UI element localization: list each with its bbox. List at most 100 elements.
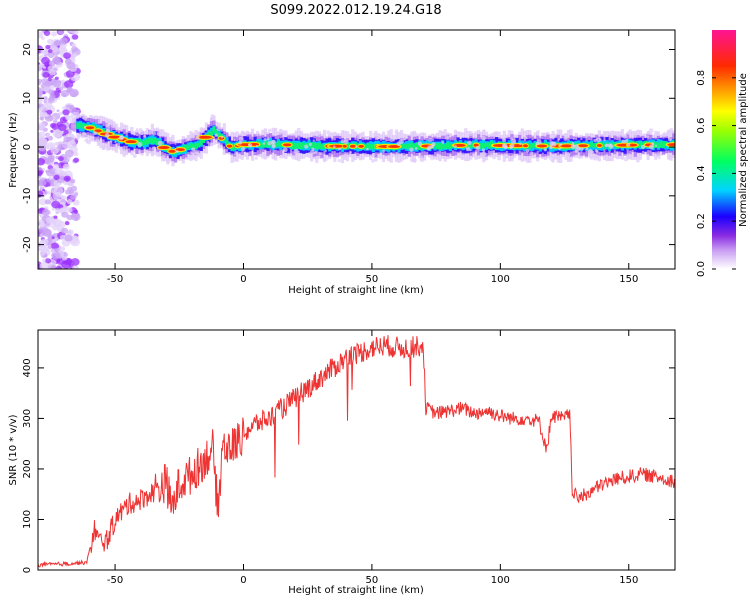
noise-blob — [47, 136, 54, 141]
noise-blob — [38, 131, 46, 139]
halo-dot — [648, 128, 654, 133]
spectrogram-cell — [199, 140, 203, 146]
halo-dot — [414, 147, 418, 150]
noise-blob — [63, 136, 70, 143]
noise-blob — [64, 149, 75, 158]
halo-dot — [428, 137, 433, 143]
noise-blob — [70, 194, 77, 200]
halo-dot — [95, 138, 100, 143]
snr-y-tick-label: 400 — [22, 358, 33, 377]
halo-dot — [667, 137, 672, 142]
noise-blob — [47, 52, 55, 58]
snr-x-tick-label: 150 — [619, 575, 638, 586]
halo-dot — [349, 151, 353, 154]
spectrogram-cell — [263, 141, 268, 148]
spectrogram-peak-core — [125, 140, 137, 144]
halo-dot — [82, 115, 88, 121]
halo-dot — [627, 131, 631, 135]
noise-blob — [61, 195, 67, 200]
halo-dot — [412, 132, 418, 138]
noise-blob — [73, 157, 80, 163]
halo-dot — [248, 143, 253, 148]
halo-dot — [570, 144, 576, 150]
spectrogram-cell — [487, 142, 491, 149]
spectrogram-cell — [148, 137, 152, 143]
noise-blob — [47, 82, 53, 87]
spectrogram-cell — [410, 142, 414, 149]
halo-dot — [93, 131, 98, 136]
halo-dot — [588, 156, 592, 159]
noise-blob — [44, 157, 48, 161]
spectrogram-cell — [441, 143, 445, 149]
halo-dot — [543, 148, 547, 152]
halo-dot — [617, 134, 621, 138]
noise-blob — [66, 86, 73, 92]
halo-dot — [122, 148, 126, 152]
halo-dot — [337, 158, 341, 163]
noise-blob — [39, 63, 45, 69]
spectrogram-cell — [346, 142, 350, 150]
noise-blob — [54, 76, 59, 81]
noise-blob — [73, 30, 79, 35]
halo-dot — [151, 150, 157, 156]
halo-dot — [254, 156, 258, 160]
halo-dot — [185, 137, 191, 142]
halo-dot — [565, 152, 571, 157]
halo-dot — [130, 131, 133, 134]
snr-series-line — [38, 335, 675, 568]
noise-blob — [73, 151, 79, 157]
spectrogram-peak-core — [197, 135, 212, 139]
halo-dot — [549, 145, 553, 150]
colorbar-label: Normalized spectral amplitude — [738, 73, 749, 227]
halo-dot — [195, 151, 200, 157]
snr-y-tick-label: 100 — [22, 510, 33, 529]
noise-blob — [38, 190, 44, 197]
spectrogram-cell — [530, 142, 535, 148]
halo-dot — [161, 154, 166, 160]
spectrogram-cell — [484, 142, 488, 147]
spectrogram-peak-core — [168, 149, 176, 153]
halo-dot — [503, 153, 509, 159]
spectrogram-cell — [315, 143, 319, 150]
noise-blob — [38, 104, 41, 109]
halo-dot — [572, 137, 575, 140]
noise-blob — [65, 70, 75, 78]
halo-dot — [267, 128, 272, 133]
spectrogram-cell — [443, 144, 447, 149]
halo-dot — [326, 130, 331, 135]
halo-dot — [555, 155, 561, 160]
colorbar-tick-label: 0.8 — [696, 70, 707, 86]
spectrogram-peak-core — [387, 145, 401, 149]
noise-blob — [38, 97, 43, 104]
spectrogram-cell — [150, 138, 154, 145]
halo-dot — [431, 138, 435, 142]
noise-blob — [42, 258, 46, 262]
noise-blob — [39, 244, 49, 252]
halo-dot — [272, 149, 276, 153]
halo-dot — [291, 154, 297, 160]
halo-dot — [267, 141, 272, 146]
noise-blob — [58, 123, 67, 132]
spectrogram-cell — [405, 143, 409, 149]
spectrogram-peak-core — [85, 126, 95, 130]
noise-blob — [46, 133, 51, 137]
halo-dot — [604, 154, 609, 158]
noise-blob — [51, 223, 60, 231]
spectrogram-cell — [299, 142, 303, 150]
halo-dot — [196, 132, 200, 136]
spectrogram-cell — [399, 143, 404, 148]
halo-dot — [551, 134, 556, 139]
spectrogram-cell — [184, 144, 188, 150]
halo-dot — [236, 151, 239, 154]
halo-dot — [475, 145, 481, 151]
noise-blob — [72, 53, 77, 57]
halo-dot — [238, 141, 242, 145]
spectrogram-y-tick-label: 10 — [22, 92, 33, 105]
halo-dot — [493, 135, 496, 138]
noise-blob — [38, 170, 43, 177]
halo-dot — [255, 132, 259, 137]
spectrogram-x-tick-label: 0 — [240, 274, 246, 285]
halo-dot — [633, 133, 638, 138]
halo-dot — [109, 140, 113, 143]
